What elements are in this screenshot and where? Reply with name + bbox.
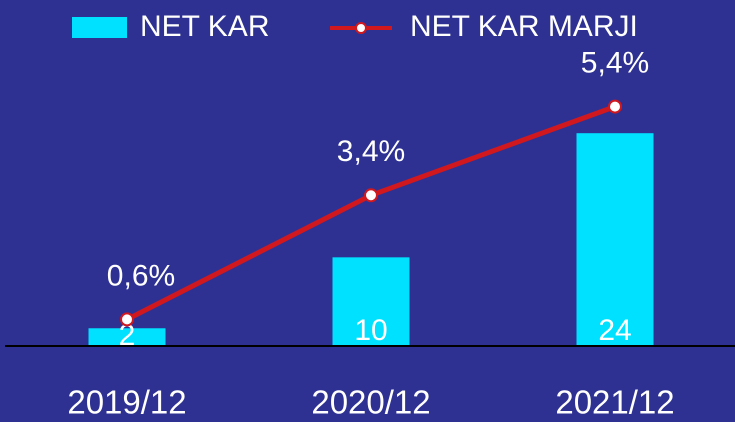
line-value-label: 0,6% bbox=[107, 259, 175, 292]
bar-value-label: 24 bbox=[598, 314, 631, 347]
bar bbox=[88, 328, 166, 346]
legend-label: NET KAR bbox=[140, 10, 269, 43]
line-marker bbox=[608, 99, 622, 114]
legend-label: NET KAR MARJI bbox=[410, 10, 638, 43]
x-tick-label: 2021/12 bbox=[555, 384, 674, 421]
legend-swatch-bar bbox=[72, 17, 127, 38]
line-marker bbox=[364, 188, 378, 203]
line-value-label: 5,4% bbox=[581, 47, 649, 80]
line-marker bbox=[120, 312, 134, 327]
bar-value-label: 2 bbox=[119, 319, 136, 352]
legend-swatch-marker bbox=[355, 22, 367, 34]
x-tick-label: 2020/12 bbox=[311, 384, 430, 421]
line-value-label: 3,4% bbox=[337, 135, 405, 168]
bar-value-label: 10 bbox=[354, 314, 387, 347]
bar bbox=[576, 133, 654, 346]
x-tick-label: 2019/12 bbox=[67, 384, 186, 421]
bar bbox=[332, 257, 410, 346]
